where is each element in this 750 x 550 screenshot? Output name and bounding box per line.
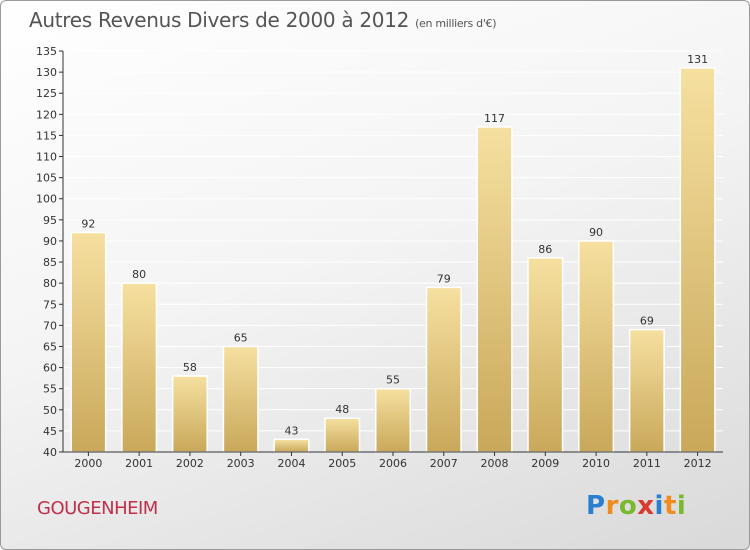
data-label: 43 — [284, 424, 298, 437]
bar — [679, 67, 716, 453]
logo-letter: i — [676, 491, 687, 521]
logo-letter: r — [605, 491, 619, 521]
x-tick-label: 2004 — [277, 457, 305, 470]
proxiti-logo[interactable]: Proxiti — [586, 491, 686, 521]
bar — [70, 231, 107, 453]
data-label: 65 — [234, 331, 248, 344]
y-tick-label: 40 — [43, 446, 57, 459]
data-label: 48 — [335, 403, 349, 416]
y-tick-label: 115 — [36, 129, 57, 142]
logo-letter: t — [663, 491, 677, 521]
data-label: 117 — [484, 112, 505, 125]
bar — [324, 417, 361, 453]
y-tick-label: 50 — [43, 404, 57, 417]
y-tick-label: 100 — [36, 193, 57, 206]
data-label: 92 — [81, 218, 95, 231]
bar — [171, 375, 208, 453]
logo-letter: P — [586, 491, 606, 521]
x-tick-label: 2012 — [684, 457, 712, 470]
y-tick-label: 135 — [36, 45, 57, 58]
bar — [374, 387, 412, 453]
y-tick-label: 75 — [43, 298, 57, 311]
x-tick-label: 2006 — [379, 457, 407, 470]
chart-subtitle: (en milliers d'€) — [415, 17, 497, 30]
x-tick-label: 2010 — [582, 457, 610, 470]
x-tick-label: 2003 — [227, 457, 255, 470]
y-tick-label: 95 — [43, 214, 57, 227]
data-label: 80 — [132, 268, 146, 281]
bar — [425, 286, 462, 453]
commune-name: GOUGENHEIM — [37, 498, 158, 519]
x-tick-label: 2001 — [125, 457, 153, 470]
x-tick-label: 2009 — [531, 457, 559, 470]
data-label: 90 — [589, 226, 603, 239]
y-tick-label: 60 — [43, 362, 57, 375]
logo-letter: x — [637, 491, 655, 521]
logo-letter: i — [654, 491, 664, 521]
y-tick-label: 45 — [43, 425, 57, 438]
axis-layer: 40 45 50 55 60 65 70 75 80 85 90 95 100 105 110 115 120 1… — [36, 45, 723, 470]
y-tick-label: 85 — [43, 256, 57, 269]
bar — [628, 328, 665, 453]
x-tick-label: 2000 — [74, 457, 102, 470]
x-tick-label: 2011 — [633, 457, 661, 470]
x-tick-label: 2007 — [430, 457, 458, 470]
x-tick-label: 2005 — [328, 457, 356, 470]
y-tick-label: 70 — [43, 319, 57, 332]
bar — [222, 345, 259, 453]
y-tick-label: 90 — [43, 235, 57, 248]
data-label: 58 — [183, 361, 197, 374]
y-tick-label: 65 — [43, 340, 57, 353]
y-tick-label: 110 — [36, 151, 57, 164]
y-tick-label: 80 — [43, 277, 57, 290]
y-tick-label: 55 — [43, 383, 57, 396]
x-tick-label: 2008 — [481, 457, 509, 470]
data-label: 86 — [538, 243, 552, 256]
bar — [527, 257, 564, 453]
bar — [476, 126, 513, 453]
bar — [121, 282, 158, 453]
y-tick-label: 130 — [36, 66, 57, 79]
y-tick-label: 105 — [36, 172, 57, 185]
y-tick-label: 120 — [36, 108, 57, 121]
bar-layer: 92 80 58 65 43 48 55 79 117 86 90 69 131 — [70, 53, 716, 453]
y-tick-label: 125 — [36, 87, 57, 100]
data-label: 79 — [437, 272, 451, 285]
bar — [578, 240, 615, 453]
x-tick-label: 2002 — [176, 457, 204, 470]
chart-title: Autres Revenus Divers de 2000 à 2012 (en … — [29, 8, 497, 32]
data-label: 69 — [640, 315, 654, 328]
data-label: 55 — [386, 374, 400, 387]
logo-letter: o — [618, 491, 638, 521]
bar — [273, 438, 310, 453]
data-label: 131 — [687, 53, 708, 66]
